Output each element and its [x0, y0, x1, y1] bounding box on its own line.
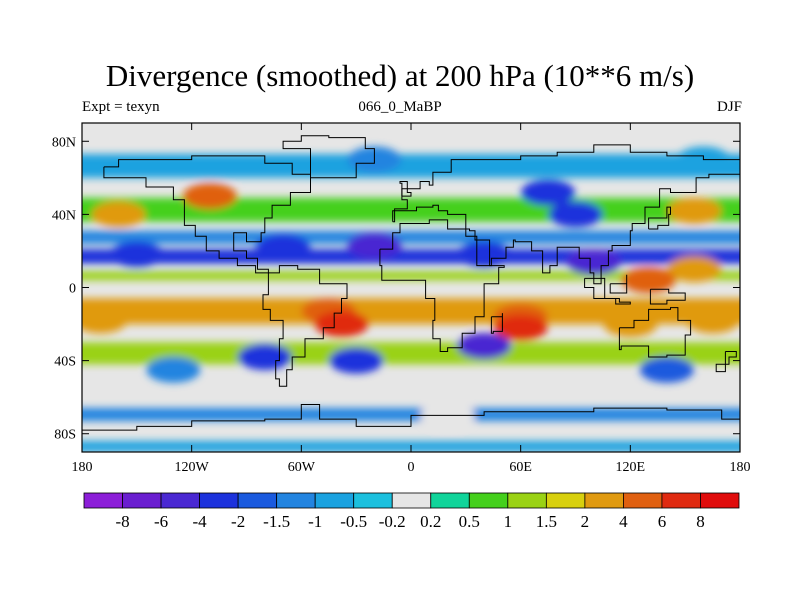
experiment-label: Expt = texyn [82, 99, 160, 115]
coastline [399, 181, 412, 197]
x-tick-label: 0 [408, 460, 415, 475]
contour-cell [457, 241, 512, 268]
colorbar-swatch [83, 492, 123, 509]
contour-cell [603, 311, 658, 338]
colorbar-swatch [237, 492, 278, 509]
colorbar-label: -2 [231, 512, 245, 531]
coastline [584, 277, 631, 305]
contour-cell [548, 201, 603, 228]
colorbar-label: 1.5 [536, 512, 557, 531]
x-tick-label: 120E [616, 460, 646, 475]
contour-cell [621, 267, 676, 294]
colorbar-swatch [545, 492, 586, 509]
contour-cell [667, 256, 722, 283]
contour-cell [146, 356, 201, 383]
colorbar-label: -0.5 [340, 512, 367, 531]
contour-cell [639, 356, 694, 383]
contour-cell [256, 234, 311, 261]
coastline [618, 307, 692, 358]
colorbar-label: 4 [619, 512, 628, 531]
colorbar-swatch [276, 492, 316, 509]
colorbar-swatch [391, 492, 432, 509]
colorbar-label: 8 [696, 512, 705, 531]
contour-cell [521, 179, 576, 206]
coastline [82, 404, 740, 431]
colorbar-label: -4 [193, 512, 208, 531]
chart-title: Divergence (smoothed) at 200 hPa (10**6 … [105, 58, 695, 93]
coastline [262, 265, 348, 387]
season-label: DJF [716, 99, 742, 115]
x-tick-label: 120W [175, 460, 210, 475]
contour-band [82, 271, 740, 281]
coastline [648, 206, 671, 230]
colorbar-swatch [430, 492, 470, 509]
coastline [490, 313, 503, 334]
y-tick-label: 80S [54, 428, 76, 443]
x-tick-label: 60E [509, 460, 532, 475]
colorbar-label: -1 [308, 512, 322, 531]
colorbar-label: -8 [115, 512, 129, 531]
axes: 180 120W 60W 0 60E 120E 180 80N 40N 0 40S 80S [52, 123, 751, 475]
colorbar-swatch [661, 492, 701, 509]
colorbar-label: 0.2 [420, 512, 441, 531]
x-tick-label: 180 [72, 460, 93, 475]
y-tick-label: 0 [69, 282, 76, 297]
coastline [103, 155, 311, 274]
contour-cell [566, 248, 621, 275]
coastline [282, 135, 375, 179]
contour-cell [314, 311, 369, 338]
contour-cell [493, 314, 548, 341]
contour-cell [237, 343, 292, 370]
colorbar-label: 6 [658, 512, 667, 531]
contour-cell [347, 232, 402, 259]
contour-cell [182, 183, 237, 210]
contour-cell [667, 197, 722, 224]
contour-cell [329, 347, 384, 374]
contour-band [82, 230, 740, 244]
colorbar-swatch [314, 492, 355, 509]
colorbar: -8 -6 -4 -2 -1.5 -1 -0.5 -0.2 0.2 0.5 1 1.5 2 4 6 8 [83, 492, 740, 531]
x-tick-label: 180 [730, 460, 751, 475]
coastline [609, 274, 628, 294]
contour-band [82, 154, 740, 178]
colorbar-swatch [122, 492, 162, 509]
contour-band [82, 249, 740, 264]
colorbar-label: -0.2 [379, 512, 406, 531]
colorbar-swatch [199, 492, 239, 509]
colorbar-swatch [160, 492, 200, 509]
continent-outlines [82, 135, 740, 431]
contour-cell [685, 307, 740, 334]
colorbar-swatch [468, 492, 509, 509]
colorbar-label: -1.5 [263, 512, 290, 531]
coastline [649, 288, 686, 305]
coastline [379, 219, 505, 352]
colorbar-label: 1 [504, 512, 513, 531]
contour-cell [457, 332, 512, 359]
y-tick-label: 80N [52, 135, 76, 150]
colorbar-label: 0.5 [459, 512, 480, 531]
colorbar-swatch [507, 492, 547, 509]
colorbar-label: 2 [581, 512, 590, 531]
contour-cell [91, 201, 146, 228]
coastline [392, 144, 740, 285]
coastline [715, 351, 737, 373]
x-tick-label: 60W [288, 460, 316, 475]
divergence-field [82, 123, 740, 452]
colorbar-swatch [353, 492, 393, 509]
colorbar-label: -6 [154, 512, 168, 531]
contour-cell [109, 241, 164, 268]
y-tick-label: 40N [52, 208, 76, 223]
case-label: 066_0_MaBP [358, 99, 442, 115]
colorbar-swatch [700, 492, 740, 509]
colorbar-swatch [584, 492, 624, 509]
contour-cell [82, 307, 128, 334]
y-tick-label: 40S [54, 355, 76, 370]
colorbar-swatch [623, 492, 663, 509]
